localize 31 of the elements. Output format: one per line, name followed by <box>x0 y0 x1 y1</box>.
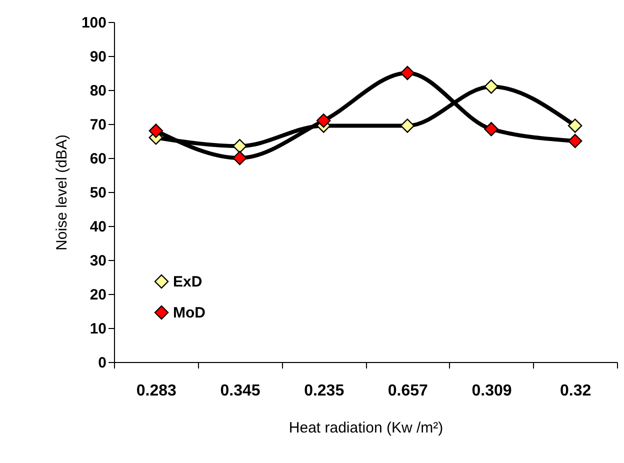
point <box>232 150 247 166</box>
point <box>568 134 582 148</box>
x-tick-label: 0.235 <box>304 382 344 400</box>
y-tick-label: 50 <box>90 184 106 202</box>
y-tick-label: 60 <box>90 150 106 168</box>
point <box>568 118 582 133</box>
y-tick-label: 20 <box>90 286 106 304</box>
y-tick-label: 90 <box>90 48 106 66</box>
y-tick-label: 10 <box>90 320 106 338</box>
point <box>484 79 498 94</box>
y-tick-label: 80 <box>90 82 106 100</box>
x-tick-label: 0.283 <box>136 382 177 400</box>
point <box>484 122 498 136</box>
x-tick-label: 0.309 <box>472 382 512 400</box>
point <box>400 118 415 133</box>
y-tick-label: 30 <box>90 252 106 270</box>
x-tick-label: 0.345 <box>220 382 260 400</box>
x-axis-title: Heat radiation (Kw /m²) <box>288 420 444 436</box>
x-tick-label: 0.657 <box>388 382 428 400</box>
point <box>316 113 331 128</box>
y-tick-label: 70 <box>90 116 106 134</box>
point <box>148 124 164 138</box>
legend-label: MoD <box>173 304 206 322</box>
x-tick-label: 0.32 <box>560 382 592 400</box>
y-tick-label: 100 <box>81 14 106 32</box>
y-axis-title: Noise level (dBA) <box>53 134 70 250</box>
y-tick-label: 0 <box>98 354 106 372</box>
point <box>232 138 247 154</box>
point <box>400 66 415 80</box>
legend-label: ExD <box>173 274 202 290</box>
y-tick-label: 40 <box>90 218 106 236</box>
